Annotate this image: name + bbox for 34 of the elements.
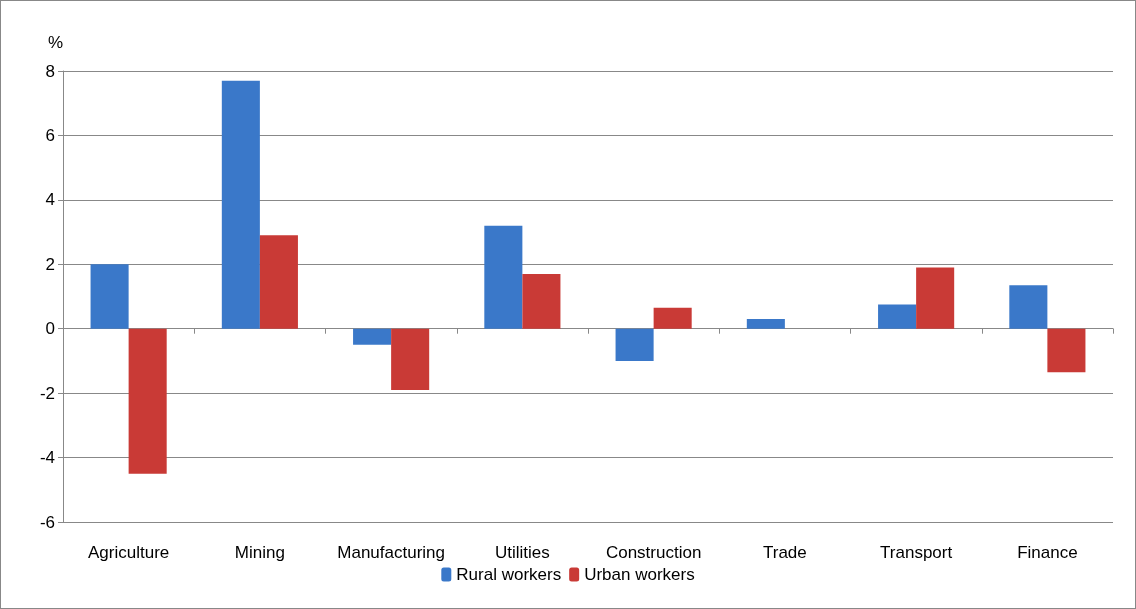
bar — [878, 304, 917, 329]
legend-label: Rural workers — [456, 565, 562, 584]
bar — [484, 225, 523, 329]
bar — [353, 328, 392, 345]
x-tick-label: Manufacturing — [337, 543, 445, 562]
x-tick-label: Utilities — [494, 543, 550, 562]
y-tick-label: 6 — [45, 125, 55, 145]
x-tick-label: Mining — [234, 543, 285, 562]
y-tick-label: 4 — [45, 190, 55, 210]
bar — [916, 267, 955, 329]
bar — [391, 328, 430, 390]
bar — [615, 328, 654, 361]
bar — [90, 264, 129, 329]
y-tick-label: -6 — [39, 512, 55, 532]
x-tick-label: Finance — [1017, 543, 1078, 562]
x-tick-label: Agriculture — [87, 543, 170, 562]
y-tick-label: 0 — [45, 319, 55, 339]
bar — [221, 80, 260, 329]
bar — [259, 235, 298, 329]
y-tick-label: -4 — [39, 448, 55, 468]
x-tick-label: Transport — [880, 543, 953, 562]
y-tick-label: 2 — [45, 254, 55, 274]
y-tick-label: 8 — [45, 61, 55, 81]
x-tick-label: Construction — [605, 543, 702, 562]
bar — [653, 307, 692, 329]
legend-label: Urban workers — [584, 565, 695, 584]
bar — [522, 273, 561, 329]
bar — [128, 328, 167, 474]
bar — [1009, 285, 1048, 329]
x-tick-label: Trade — [762, 543, 807, 562]
bar — [1047, 328, 1086, 373]
y-tick-label: -2 — [39, 383, 55, 403]
bar — [746, 319, 785, 329]
y-axis-title: % — [47, 33, 63, 52]
